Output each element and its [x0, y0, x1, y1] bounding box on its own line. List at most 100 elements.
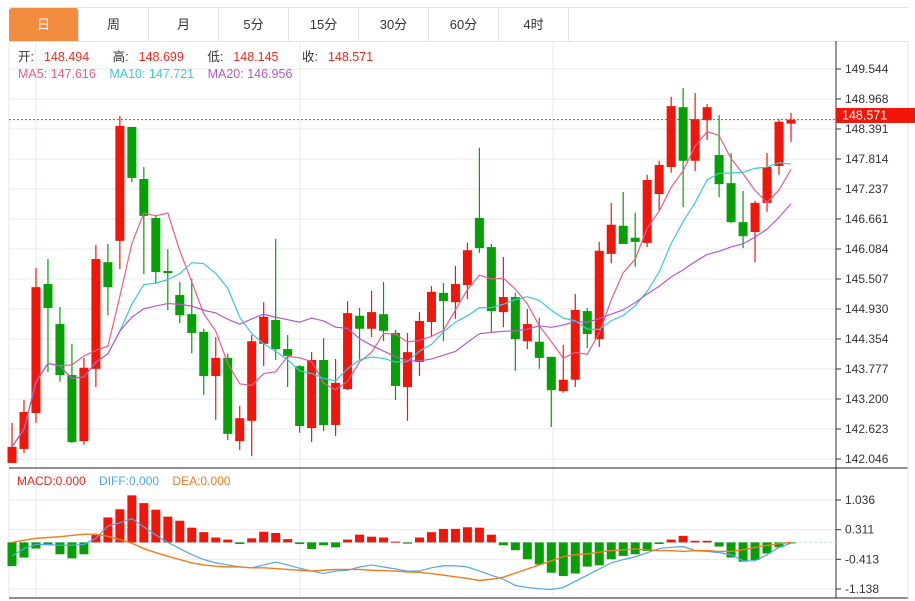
tab-week[interactable]: 周 [79, 8, 149, 41]
macd-bar [774, 542, 784, 548]
candle-body [690, 119, 700, 161]
macd-bar [175, 520, 185, 543]
macd-bar [367, 536, 377, 543]
price-tick-label: 148.968 [845, 92, 889, 106]
candle-body [67, 375, 77, 443]
candle-body [558, 379, 568, 392]
candle-body [702, 107, 712, 121]
candle-body [774, 121, 784, 166]
tab-15min[interactable]: 15分 [289, 8, 359, 41]
close-label: 收: [301, 50, 318, 64]
macd-bar [570, 542, 580, 574]
tab-5min[interactable]: 5分 [219, 8, 289, 41]
candle [103, 243, 113, 316]
macd-bar [654, 542, 664, 545]
dea-line [11, 533, 792, 582]
candle-body [726, 183, 736, 223]
high-label: 高: [112, 50, 129, 64]
macd-tick-label: 0.311 [845, 523, 874, 537]
candle [307, 352, 317, 443]
candle [426, 286, 436, 337]
macd-bar [223, 539, 233, 543]
candle [79, 357, 89, 445]
macd-bar [522, 542, 532, 560]
macd-bar [331, 542, 341, 548]
macd-bar [558, 542, 568, 576]
macd-bar [642, 542, 652, 552]
diff-value: DIFF:0.000 [99, 474, 160, 488]
macd-bar [498, 542, 508, 546]
candle [738, 190, 748, 249]
candle [642, 174, 652, 248]
candle [474, 147, 484, 253]
candle [402, 332, 412, 421]
macd-bar [319, 542, 329, 546]
candle [331, 358, 341, 436]
candle [690, 93, 700, 172]
tab-30min[interactable]: 30分 [359, 8, 429, 41]
candle-body [462, 250, 472, 286]
macd-bar [67, 542, 77, 559]
candle [486, 243, 496, 332]
candle-body [762, 166, 772, 203]
candle [319, 338, 329, 432]
macd-bar [426, 532, 436, 543]
candle [714, 114, 724, 198]
price-tick-label: 144.354 [845, 332, 889, 346]
macd-bar [343, 539, 353, 543]
tab-60min[interactable]: 60分 [429, 8, 499, 41]
ohlc-legend: 开: 148.494 高: 148.699 低: 148.145 收: 148.571 [18, 50, 393, 65]
candle [606, 202, 616, 264]
candle-body [534, 341, 544, 358]
macd-bar [379, 537, 389, 543]
candle [666, 96, 676, 173]
candle [223, 353, 233, 441]
price-tick-label: 145.507 [845, 272, 889, 286]
macd-bar [462, 527, 472, 543]
macd-bar [271, 532, 281, 543]
candle-body [43, 284, 53, 308]
macd-bar [726, 542, 736, 558]
candle-body [618, 225, 628, 244]
candle-body [414, 320, 424, 363]
candle-body [450, 284, 460, 303]
macd-bar [391, 541, 401, 543]
macd-bar [79, 542, 89, 555]
macd-value: MACD:0.000 [17, 474, 86, 488]
candle-body [271, 319, 281, 350]
candle-body [750, 202, 760, 233]
macd-legend: MACD:0.000 DIFF:0.000 DEA:0.000 [17, 474, 240, 488]
macd-bar [43, 542, 53, 546]
macd-bar [438, 528, 448, 543]
candle [175, 281, 185, 324]
candle-body [570, 310, 580, 380]
candle-body [223, 357, 233, 434]
price-tick-label: 147.237 [845, 182, 889, 196]
candle-body [199, 331, 209, 377]
candle [726, 152, 736, 224]
candle [43, 259, 53, 372]
candle [546, 356, 556, 428]
candle-body [642, 179, 652, 243]
tab-4hour[interactable]: 4时 [499, 8, 569, 41]
dea-value: DEA:0.000 [172, 474, 231, 488]
candle-body [103, 262, 113, 288]
candle-body [379, 314, 389, 331]
candle-body [79, 367, 89, 442]
candle-body [654, 164, 664, 195]
candle-body [331, 382, 341, 425]
macd-bar [259, 531, 269, 543]
macd-bar [211, 537, 221, 543]
candle [343, 301, 353, 391]
macd-bar [666, 539, 676, 543]
candle-body [510, 297, 520, 340]
candle [67, 343, 77, 444]
tab-month[interactable]: 月 [149, 8, 219, 41]
current-price-label: 148.571 [842, 108, 887, 122]
candle [414, 312, 424, 377]
tab-day[interactable]: 日 [9, 8, 79, 41]
candle [786, 112, 796, 142]
candle-body [678, 107, 688, 161]
candle [259, 302, 269, 367]
